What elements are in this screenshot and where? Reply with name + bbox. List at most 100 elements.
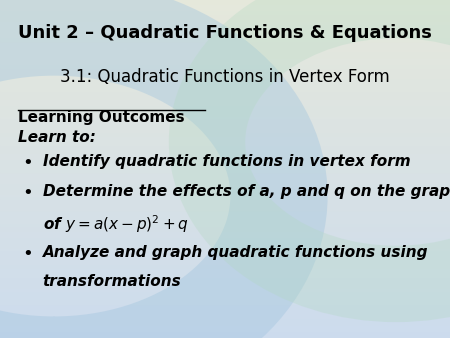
Bar bbox=[0, 0, 450, 3]
Bar bbox=[0, 206, 450, 210]
Bar bbox=[0, 237, 450, 240]
Bar bbox=[0, 27, 450, 30]
Bar bbox=[0, 314, 450, 318]
Bar bbox=[0, 162, 450, 166]
Bar bbox=[0, 189, 450, 193]
Bar bbox=[0, 311, 450, 314]
Text: transformations: transformations bbox=[43, 274, 181, 289]
Bar bbox=[0, 210, 450, 213]
Bar bbox=[0, 51, 450, 54]
Bar bbox=[0, 118, 450, 122]
Bar bbox=[0, 328, 450, 331]
Bar bbox=[0, 216, 450, 220]
Bar bbox=[0, 270, 450, 274]
Bar bbox=[0, 34, 450, 37]
Bar bbox=[0, 257, 450, 260]
Bar bbox=[0, 250, 450, 254]
Bar bbox=[0, 145, 450, 149]
Bar bbox=[0, 7, 450, 10]
Bar bbox=[0, 101, 450, 105]
Bar bbox=[0, 318, 450, 321]
Bar bbox=[0, 243, 450, 247]
Bar bbox=[0, 54, 450, 57]
Bar bbox=[0, 159, 450, 162]
Bar bbox=[0, 203, 450, 206]
Bar bbox=[0, 220, 450, 223]
Bar bbox=[0, 226, 450, 230]
Bar bbox=[0, 213, 450, 216]
Text: Learning Outcomes: Learning Outcomes bbox=[18, 110, 184, 125]
Bar bbox=[0, 17, 450, 20]
Bar bbox=[0, 331, 450, 335]
Bar bbox=[0, 88, 450, 91]
Bar bbox=[0, 68, 450, 71]
Bar bbox=[0, 57, 450, 61]
Bar bbox=[0, 64, 450, 68]
Bar bbox=[0, 240, 450, 243]
Bar bbox=[0, 132, 450, 135]
Bar bbox=[0, 308, 450, 311]
Bar bbox=[0, 335, 450, 338]
Bar bbox=[0, 155, 450, 159]
Bar bbox=[0, 135, 450, 139]
Bar bbox=[0, 112, 450, 115]
Bar bbox=[0, 61, 450, 64]
Bar bbox=[0, 297, 450, 301]
Bar bbox=[0, 71, 450, 74]
Bar bbox=[0, 291, 450, 294]
Bar bbox=[0, 172, 450, 176]
Bar bbox=[0, 20, 450, 24]
Bar bbox=[0, 321, 450, 324]
Bar bbox=[0, 125, 450, 128]
Bar bbox=[0, 233, 450, 237]
Bar bbox=[0, 267, 450, 270]
Bar bbox=[0, 287, 450, 291]
Bar bbox=[0, 122, 450, 125]
Bar bbox=[0, 230, 450, 233]
Bar bbox=[0, 247, 450, 250]
Bar bbox=[0, 139, 450, 142]
Bar bbox=[0, 152, 450, 155]
Bar bbox=[0, 149, 450, 152]
Bar bbox=[0, 14, 450, 17]
Bar bbox=[0, 91, 450, 95]
Bar bbox=[0, 264, 450, 267]
Bar bbox=[0, 294, 450, 297]
Bar bbox=[0, 277, 450, 281]
Text: Learn to:: Learn to: bbox=[18, 130, 96, 145]
Bar bbox=[0, 3, 450, 7]
Bar bbox=[0, 183, 450, 186]
Bar bbox=[0, 179, 450, 183]
Bar bbox=[0, 166, 450, 169]
Bar bbox=[0, 37, 450, 41]
Bar bbox=[0, 196, 450, 199]
Bar bbox=[0, 47, 450, 51]
Text: •: • bbox=[22, 154, 33, 172]
Bar bbox=[0, 108, 450, 112]
Bar bbox=[0, 41, 450, 44]
Bar bbox=[0, 30, 450, 34]
Text: •: • bbox=[22, 184, 33, 202]
Bar bbox=[0, 115, 450, 118]
Bar bbox=[0, 78, 450, 81]
Bar bbox=[0, 176, 450, 179]
Bar bbox=[0, 301, 450, 304]
Bar bbox=[0, 10, 450, 14]
Text: •: • bbox=[22, 245, 33, 263]
Bar bbox=[0, 260, 450, 264]
Bar bbox=[0, 324, 450, 328]
Bar bbox=[0, 186, 450, 189]
Bar bbox=[0, 274, 450, 277]
Bar bbox=[0, 81, 450, 84]
Bar bbox=[0, 142, 450, 145]
Text: Identify quadratic functions in vertex form: Identify quadratic functions in vertex f… bbox=[43, 154, 410, 169]
Text: 3.1: Quadratic Functions in Vertex Form: 3.1: Quadratic Functions in Vertex Form bbox=[60, 68, 390, 86]
Text: Unit 2 – Quadratic Functions & Equations: Unit 2 – Quadratic Functions & Equations bbox=[18, 24, 432, 42]
Bar bbox=[0, 128, 450, 132]
Bar bbox=[0, 281, 450, 284]
Bar bbox=[0, 254, 450, 257]
Text: Analyze and graph quadratic functions using: Analyze and graph quadratic functions us… bbox=[43, 245, 428, 260]
Bar bbox=[0, 24, 450, 27]
Bar bbox=[0, 44, 450, 47]
Bar bbox=[0, 199, 450, 203]
